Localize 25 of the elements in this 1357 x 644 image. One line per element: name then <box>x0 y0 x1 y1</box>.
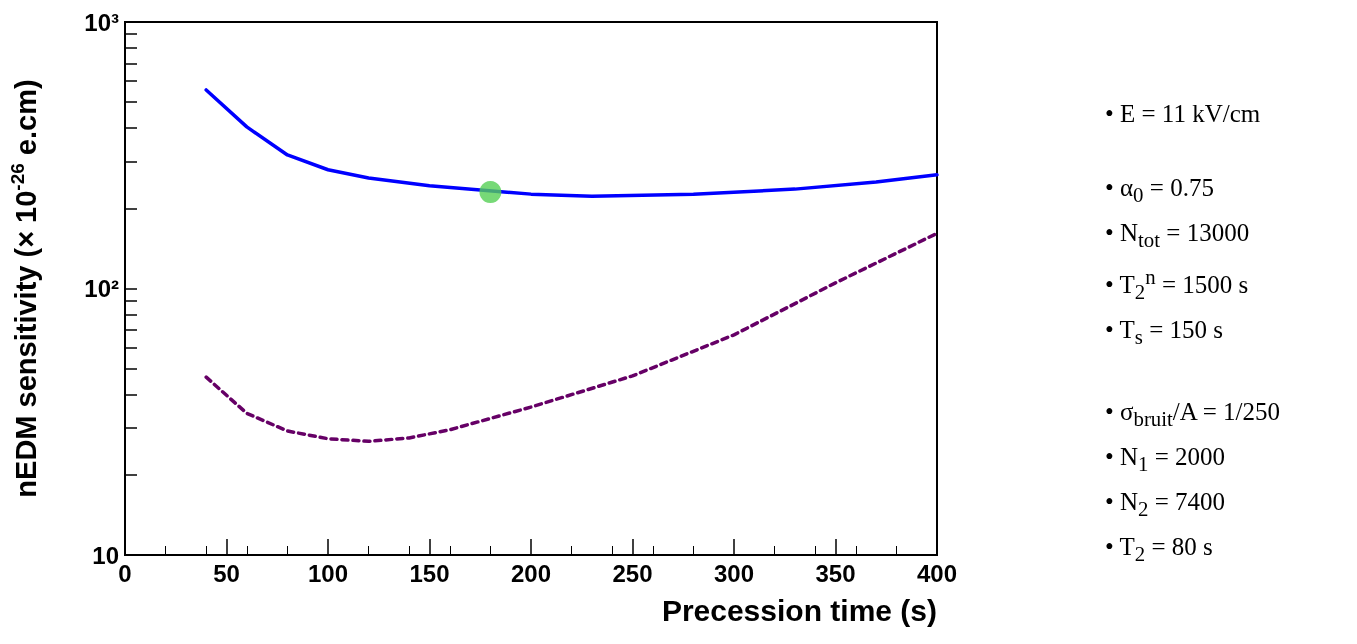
text: • T$_{s}$ = 150 s <box>1105 315 1224 352</box>
line-series <box>204 231 939 444</box>
y-tick-label: 10 <box>92 541 119 569</box>
text: • E = 11 kV/cm <box>1105 99 1262 129</box>
x-tick-label: 250 <box>612 559 653 587</box>
text: • σ$_{bruit}$/A = 1/250 <box>1105 397 1281 434</box>
text: • N$_{tot}$ = 13000 <box>1105 218 1251 254</box>
y-axis-title: nEDM sensitivity (× 10-26 e.cm) <box>7 79 42 498</box>
text: • N$_{1}$ = 2000 <box>1105 442 1227 479</box>
x-tick-label: 0 <box>118 559 132 587</box>
x-tick-label: 300 <box>713 559 755 587</box>
text: • T$_{2}$ = 80 s <box>1105 532 1214 569</box>
y-tick-label: 10² <box>84 275 120 302</box>
y-tick-label: 10³ <box>84 8 120 36</box>
text: • T$_{2}$$^{n}$ = 1500 s <box>1105 264 1250 307</box>
x-tick-label: 150 <box>409 559 450 587</box>
text: • α$_{0}$ = 0.75 <box>1105 173 1215 209</box>
x-tick-label: 100 <box>307 559 349 587</box>
x-tick-label: 200 <box>510 559 552 587</box>
line-series <box>204 88 939 198</box>
x-tick-label: 400 <box>916 559 958 587</box>
x-tick-label: 350 <box>815 559 856 587</box>
x-axis-title: Precession time (s) <box>661 593 937 627</box>
x-tick-label: 50 <box>213 559 240 587</box>
text: • N$_{2}$ = 7400 <box>1105 487 1227 524</box>
